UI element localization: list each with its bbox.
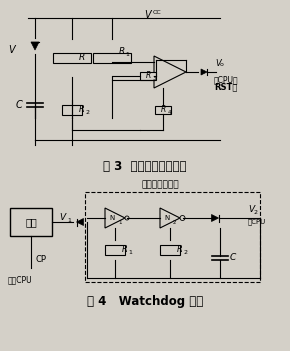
Bar [62, 105, 82, 115]
Text: o: o [220, 62, 224, 67]
Polygon shape [31, 42, 39, 50]
Text: V: V [215, 59, 221, 67]
Text: CC: CC [153, 10, 162, 15]
Text: 2: 2 [254, 211, 258, 216]
Text: 1: 1 [125, 53, 129, 58]
Text: R: R [160, 106, 166, 114]
Polygon shape [201, 69, 207, 75]
Text: R: R [122, 245, 128, 254]
Text: R: R [177, 245, 183, 254]
Text: 来自CPU: 来自CPU [8, 275, 32, 284]
Text: 1: 1 [118, 219, 122, 225]
Text: R: R [145, 72, 151, 80]
Bar [93, 53, 131, 63]
Text: V: V [248, 205, 254, 214]
Text: 图 3  上电延时复位电路: 图 3 上电延时复位电路 [103, 160, 187, 173]
Text: R: R [119, 47, 125, 57]
Text: R: R [79, 53, 85, 62]
Text: 4: 4 [168, 111, 171, 115]
Text: 2: 2 [173, 219, 177, 225]
Bar [85, 192, 260, 282]
Text: 至CPU: 至CPU [248, 219, 266, 225]
Polygon shape [211, 214, 218, 221]
Bar [155, 106, 171, 114]
Text: 2: 2 [183, 251, 187, 256]
Text: R: R [79, 106, 85, 114]
Text: V: V [59, 212, 65, 221]
Bar [10, 208, 52, 236]
Bar [105, 245, 125, 255]
Text: V: V [145, 10, 151, 20]
Text: 单稳: 单稳 [25, 217, 37, 227]
Text: V: V [9, 45, 15, 55]
Text: N: N [109, 215, 115, 221]
Text: C: C [16, 100, 22, 110]
Text: 1: 1 [67, 218, 71, 223]
Text: CP: CP [35, 256, 46, 265]
Text: 虚框内为振荡器: 虚框内为振荡器 [141, 180, 179, 189]
Polygon shape [77, 219, 84, 225]
Bar [53, 53, 91, 63]
Text: 图 4   Watchdog 电路: 图 4 Watchdog 电路 [87, 295, 203, 308]
Bar [140, 72, 156, 80]
Text: 2: 2 [85, 111, 89, 115]
Text: 1: 1 [128, 251, 132, 256]
Text: 3: 3 [153, 77, 157, 81]
Text: 去CPU的: 去CPU的 [214, 75, 239, 84]
Text: C: C [230, 253, 236, 263]
Text: N: N [164, 215, 170, 221]
Text: RST脚: RST脚 [214, 82, 238, 91]
Bar [160, 245, 180, 255]
